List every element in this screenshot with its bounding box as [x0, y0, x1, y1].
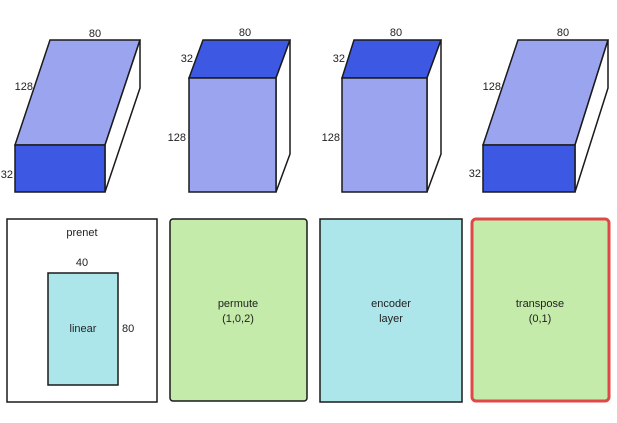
prenet-title: prenet — [66, 227, 97, 239]
encoder-label-line2: layer — [379, 313, 403, 325]
prenet-block: prenet linear 40 80 — [6, 218, 158, 403]
tensor-3-top-face — [340, 39, 443, 79]
tensor-1-front-face — [14, 144, 106, 193]
tensor-3-front-label: 128 — [322, 132, 340, 144]
tensor-3-side-label: 32 — [333, 53, 345, 65]
tensor-3-front-face — [341, 77, 428, 193]
encoder-layer-box — [319, 218, 463, 403]
tensor-2: 80 32 128 — [168, 27, 292, 193]
tensor-4-top-label: 80 — [557, 27, 569, 39]
encoder-layer-block: encoder layer — [319, 218, 463, 403]
permute-block: permute (1,0,2) — [169, 218, 308, 402]
tensor-2-top-label: 80 — [239, 27, 251, 39]
tensor-2-side-label: 32 — [181, 53, 193, 65]
transpose-block: transpose (0,1) — [470, 217, 611, 403]
tensor-4-front-face — [482, 144, 576, 193]
tensor-2-front-face — [188, 77, 277, 193]
permute-label-line1: permute — [218, 298, 258, 310]
tensor-1: 80 128 32 — [1, 28, 142, 193]
permute-label-line2: (1,0,2) — [222, 313, 254, 325]
encoder-label-line1: encoder — [371, 298, 411, 310]
tensor-3: 80 32 128 — [322, 27, 443, 193]
linear-label: linear — [70, 323, 97, 335]
linear-width-label: 40 — [76, 257, 88, 269]
transpose-label-line1: transpose — [516, 298, 564, 310]
tensor-1-top-label: 80 — [89, 28, 101, 40]
transpose-box — [470, 217, 611, 403]
permute-box — [169, 218, 308, 402]
linear-height-label: 80 — [122, 323, 134, 335]
tensor-4-side-label: 128 — [483, 81, 501, 93]
tensor-2-top-face — [187, 39, 292, 79]
tensor-4: 80 128 32 — [469, 27, 610, 193]
tensor-4-front-label: 32 — [469, 168, 481, 180]
transpose-label-line2: (0,1) — [529, 313, 552, 325]
linear-box — [47, 272, 119, 386]
tensor-1-front-label: 32 — [1, 169, 13, 181]
tensor-3-top-label: 80 — [390, 27, 402, 39]
tensor-2-front-label: 128 — [168, 132, 186, 144]
tensor-1-side-label: 128 — [15, 81, 33, 93]
